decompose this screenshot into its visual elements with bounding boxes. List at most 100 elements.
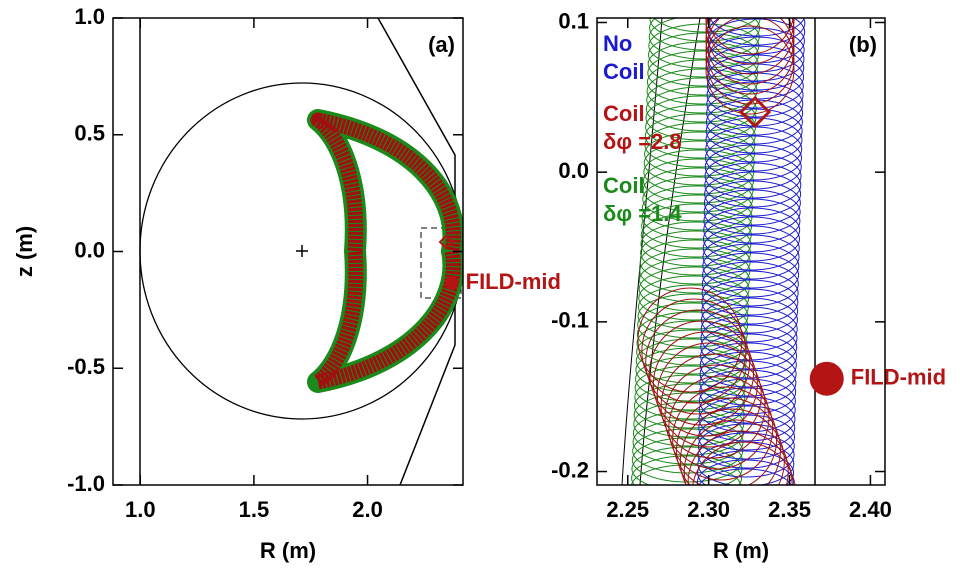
orbit-red [705, 18, 795, 95]
panel-note: No [603, 31, 632, 56]
x-axis-label: R (m) [713, 538, 769, 563]
y-tick-label: -0.5 [67, 354, 105, 379]
marker [809, 361, 844, 396]
orbit-blue [698, 387, 796, 433]
plot-area [621, 18, 816, 485]
orbit-blue [707, 18, 805, 64]
y-tick-label: 1.0 [74, 4, 105, 29]
orbit-green [645, 86, 757, 132]
orbit-green [630, 464, 742, 485]
orbit-blue [705, 126, 803, 172]
plot-area [139, 18, 463, 485]
orbit-blue [698, 378, 796, 424]
start-diamond [438, 234, 454, 250]
marker-label: FILD-mid [466, 269, 561, 294]
x-axis-label: R (m) [260, 538, 316, 563]
orbit-green [646, 68, 758, 114]
orbit-blue [700, 306, 798, 352]
marker-label: FILD-mid [851, 365, 946, 390]
orbit-blue [702, 252, 800, 298]
orbit-green [646, 77, 758, 123]
axis-center [296, 245, 308, 257]
orbit-blue [700, 333, 798, 379]
y-tick-label: 0.0 [74, 237, 105, 262]
orbit-green [648, 18, 760, 60]
start-diamond [738, 95, 772, 129]
orbit-red [706, 18, 794, 55]
orbit-blue [701, 270, 799, 316]
orbit-red [705, 18, 795, 85]
orbit-blue [704, 162, 802, 208]
orbit-blue [697, 450, 795, 485]
orbit-blue [702, 243, 800, 289]
x-tick-label: 2.35 [768, 497, 811, 522]
orbit-blue [703, 198, 801, 244]
orbit-blue [701, 288, 799, 334]
orbit-blue [700, 324, 798, 370]
orbit-red [705, 18, 795, 65]
orbit-blue [705, 135, 802, 181]
orbit-blue [698, 414, 796, 460]
orbit-blue [698, 405, 796, 451]
orbit-red [310, 112, 461, 390]
orbit-green [647, 41, 759, 87]
orbit-blue [697, 432, 795, 478]
x-tick-label: 2.40 [849, 497, 892, 522]
panel-note: Coil [603, 59, 645, 84]
orbit-blue [707, 45, 805, 91]
orbit-blue [703, 207, 801, 253]
y-axis-label: z (m) [12, 226, 37, 277]
orbit-blue [702, 234, 800, 280]
panel-note: Coil [603, 101, 645, 126]
x-tick-label: 1.5 [239, 497, 270, 522]
orbit-blue [698, 396, 796, 442]
y-tick-label: -0.2 [551, 457, 589, 482]
y-tick-label: -1.0 [67, 471, 105, 496]
panel-note: δφ =1.4 [603, 201, 682, 226]
x-tick-label: 2.25 [606, 497, 649, 522]
orbit-blue [707, 36, 805, 82]
x-tick-label: 1.0 [125, 497, 156, 522]
orbit-green [649, 18, 761, 51]
axes-frame [596, 17, 886, 486]
orbit-blue [701, 261, 799, 307]
x-tick-label: 2.0 [352, 497, 383, 522]
panel-note: Coil [603, 173, 645, 198]
orbit-blue [702, 216, 800, 262]
orbit-red [705, 18, 795, 75]
orbit-blue [704, 144, 802, 190]
panel-note: δφ =2.8 [603, 129, 682, 154]
orbit-blue [707, 27, 805, 73]
orbit-blue [706, 72, 804, 118]
orbit-red [687, 430, 793, 485]
orbit-blue [699, 342, 797, 388]
y-tick-label: 0.0 [558, 158, 589, 183]
orbit-blue [703, 189, 801, 235]
orbit-red [705, 25, 795, 115]
orbit-green [648, 23, 760, 69]
orbit-blue [703, 180, 801, 226]
orbit-blue [696, 459, 794, 485]
orbit-blue [705, 117, 803, 163]
orbit-red [683, 419, 789, 485]
x-tick-label: 2.30 [687, 497, 730, 522]
orbit-green [653, 18, 758, 33]
orbit-green [648, 32, 760, 78]
panel-label: (a) [428, 32, 455, 57]
orbit-blue [700, 297, 798, 343]
orbit-blue [705, 108, 803, 154]
orbit-red [692, 441, 796, 485]
y-tick-label: -0.1 [551, 308, 589, 333]
orbit-blue [701, 279, 799, 325]
orbit-green [646, 59, 758, 105]
orbit-blue [709, 18, 805, 37]
orbit-blue [704, 171, 802, 217]
orbit-blue [706, 90, 804, 136]
orbit-blue [700, 315, 798, 361]
y-tick-label: 0.1 [558, 8, 589, 33]
orbit-green [631, 455, 743, 485]
marker [444, 276, 459, 291]
orbit-blue [702, 225, 800, 271]
orbit-blue [698, 468, 792, 485]
